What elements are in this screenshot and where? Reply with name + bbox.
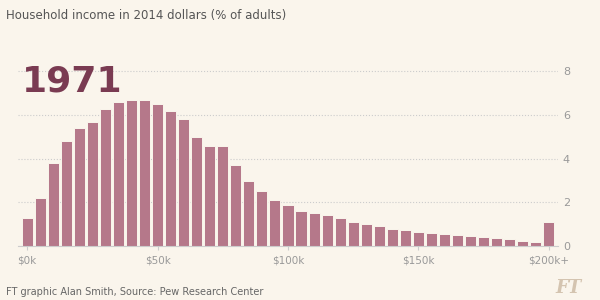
Bar xyxy=(308,213,320,246)
Bar xyxy=(126,100,137,246)
Bar xyxy=(22,218,32,246)
Bar xyxy=(439,234,450,246)
Text: FT graphic Alan Smith, Source: Pew Research Center: FT graphic Alan Smith, Source: Pew Resea… xyxy=(6,287,263,297)
Bar xyxy=(413,232,424,246)
Bar xyxy=(204,146,215,246)
Bar xyxy=(152,104,163,246)
Text: FT: FT xyxy=(556,279,582,297)
Bar xyxy=(87,122,98,246)
Bar xyxy=(544,222,554,246)
Bar xyxy=(361,224,372,246)
Bar xyxy=(191,137,202,246)
Bar xyxy=(478,237,489,246)
Bar xyxy=(269,200,280,246)
Bar xyxy=(178,119,189,246)
Bar xyxy=(491,238,502,246)
Bar xyxy=(387,229,398,246)
Bar xyxy=(113,102,124,246)
Bar xyxy=(217,146,229,246)
Bar xyxy=(256,191,268,246)
Bar xyxy=(504,239,515,246)
Bar xyxy=(347,222,359,246)
Bar xyxy=(322,215,332,246)
Bar xyxy=(426,233,437,246)
Bar xyxy=(374,226,385,246)
Bar xyxy=(517,241,529,246)
Bar xyxy=(61,141,72,246)
Bar xyxy=(400,230,411,246)
Bar xyxy=(139,100,150,246)
Bar xyxy=(47,163,59,246)
Bar xyxy=(465,236,476,246)
Bar xyxy=(244,181,254,246)
Text: Household income in 2014 dollars (% of adults): Household income in 2014 dollars (% of a… xyxy=(6,9,286,22)
Bar xyxy=(100,109,111,246)
Bar xyxy=(165,111,176,246)
Bar xyxy=(230,165,241,246)
Bar xyxy=(452,235,463,246)
Text: 1971: 1971 xyxy=(22,65,122,99)
Bar xyxy=(74,128,85,246)
Bar xyxy=(283,205,293,246)
Bar xyxy=(35,198,46,246)
Bar xyxy=(335,218,346,246)
Bar xyxy=(295,211,307,246)
Bar xyxy=(530,242,541,246)
